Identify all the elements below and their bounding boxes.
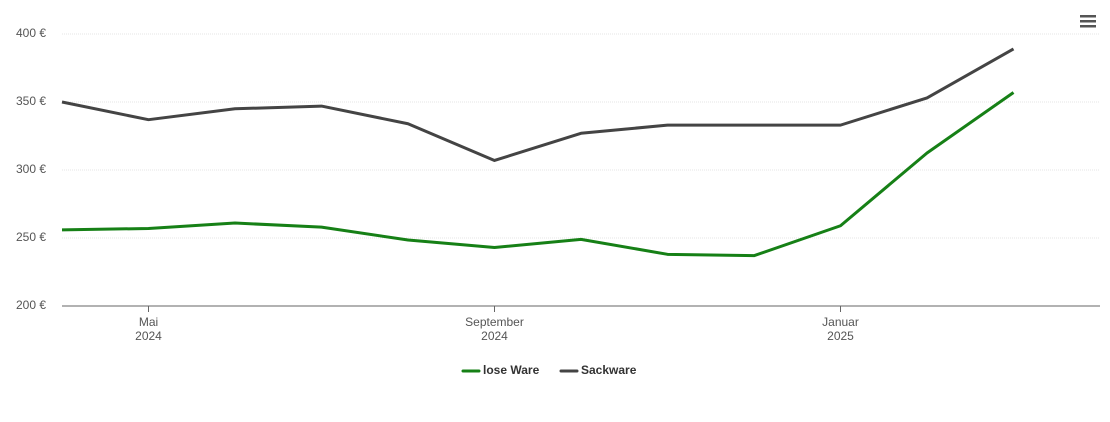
x-tick-label: September (465, 315, 524, 329)
x-tick-label: 2024 (135, 329, 162, 343)
legend-label: Sackware (581, 363, 637, 377)
menu-button[interactable] (1080, 15, 1096, 28)
menu-bar (1080, 20, 1096, 23)
x-tick-label: 2024 (481, 329, 508, 343)
x-tick-label: 2025 (827, 329, 854, 343)
y-tick-label: 300 € (16, 162, 46, 176)
series-line (61, 91, 1015, 258)
y-tick-label: 200 € (16, 298, 46, 312)
menu-bar (1080, 25, 1096, 28)
legend: lose Ware Sackware (461, 363, 637, 377)
y-tick-label: 250 € (16, 230, 46, 244)
x-tick-label: Januar (822, 315, 859, 329)
legend-label: lose Ware (483, 363, 540, 377)
y-tick-label: 350 € (16, 94, 46, 108)
series-line (61, 47, 1015, 162)
x-tick-label: Mai (139, 315, 158, 329)
y-tick-label: 400 € (16, 26, 46, 40)
menu-bar (1080, 15, 1096, 18)
